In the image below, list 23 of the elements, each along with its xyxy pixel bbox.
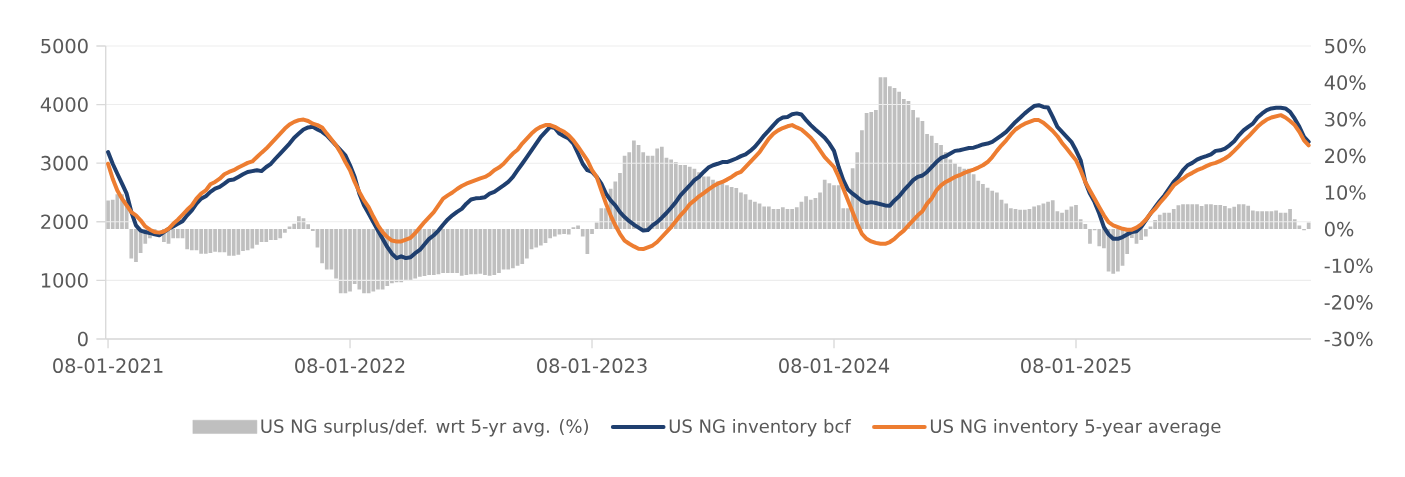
y2-tick-label: 40%	[1324, 75, 1366, 90]
x-tick-label: 08-01-2021	[53, 358, 163, 373]
legend-label: US NG inventory bcf	[669, 419, 852, 437]
y-tick-label: 4000	[40, 97, 88, 112]
y-tick-label: 0	[77, 331, 88, 347]
legend-label: US NG surplus/def. wrt 5-yr avg. (%)	[261, 419, 589, 437]
y2-tick-label: -30%	[1324, 331, 1373, 347]
y2-tick-label: 50%	[1325, 38, 1366, 54]
y2-tick-label: 0%	[1324, 221, 1354, 237]
y2-tick-label: 10%	[1325, 185, 1366, 200]
y2-tick-label: 20%	[1325, 148, 1366, 164]
x-tick-label: 08-01-2025	[1021, 358, 1131, 373]
y-tick-label: 3000	[41, 155, 88, 171]
y-tick-label: 5000	[41, 38, 88, 54]
y2-tick-label: 30%	[1325, 111, 1366, 127]
y2-tick-label: -10%	[1324, 258, 1373, 274]
y-tick-label: 1000	[41, 273, 88, 288]
y-tick-label: 2000	[41, 214, 88, 230]
x-tick-label: 08-01-2023	[537, 358, 647, 373]
legend-label: US NG inventory 5-year average	[930, 419, 1221, 437]
y2-tick-label: -20%	[1324, 295, 1373, 310]
x-tick-label: 08-01-2022	[295, 358, 405, 373]
x-tick-label: 08-01-2024	[779, 358, 890, 373]
